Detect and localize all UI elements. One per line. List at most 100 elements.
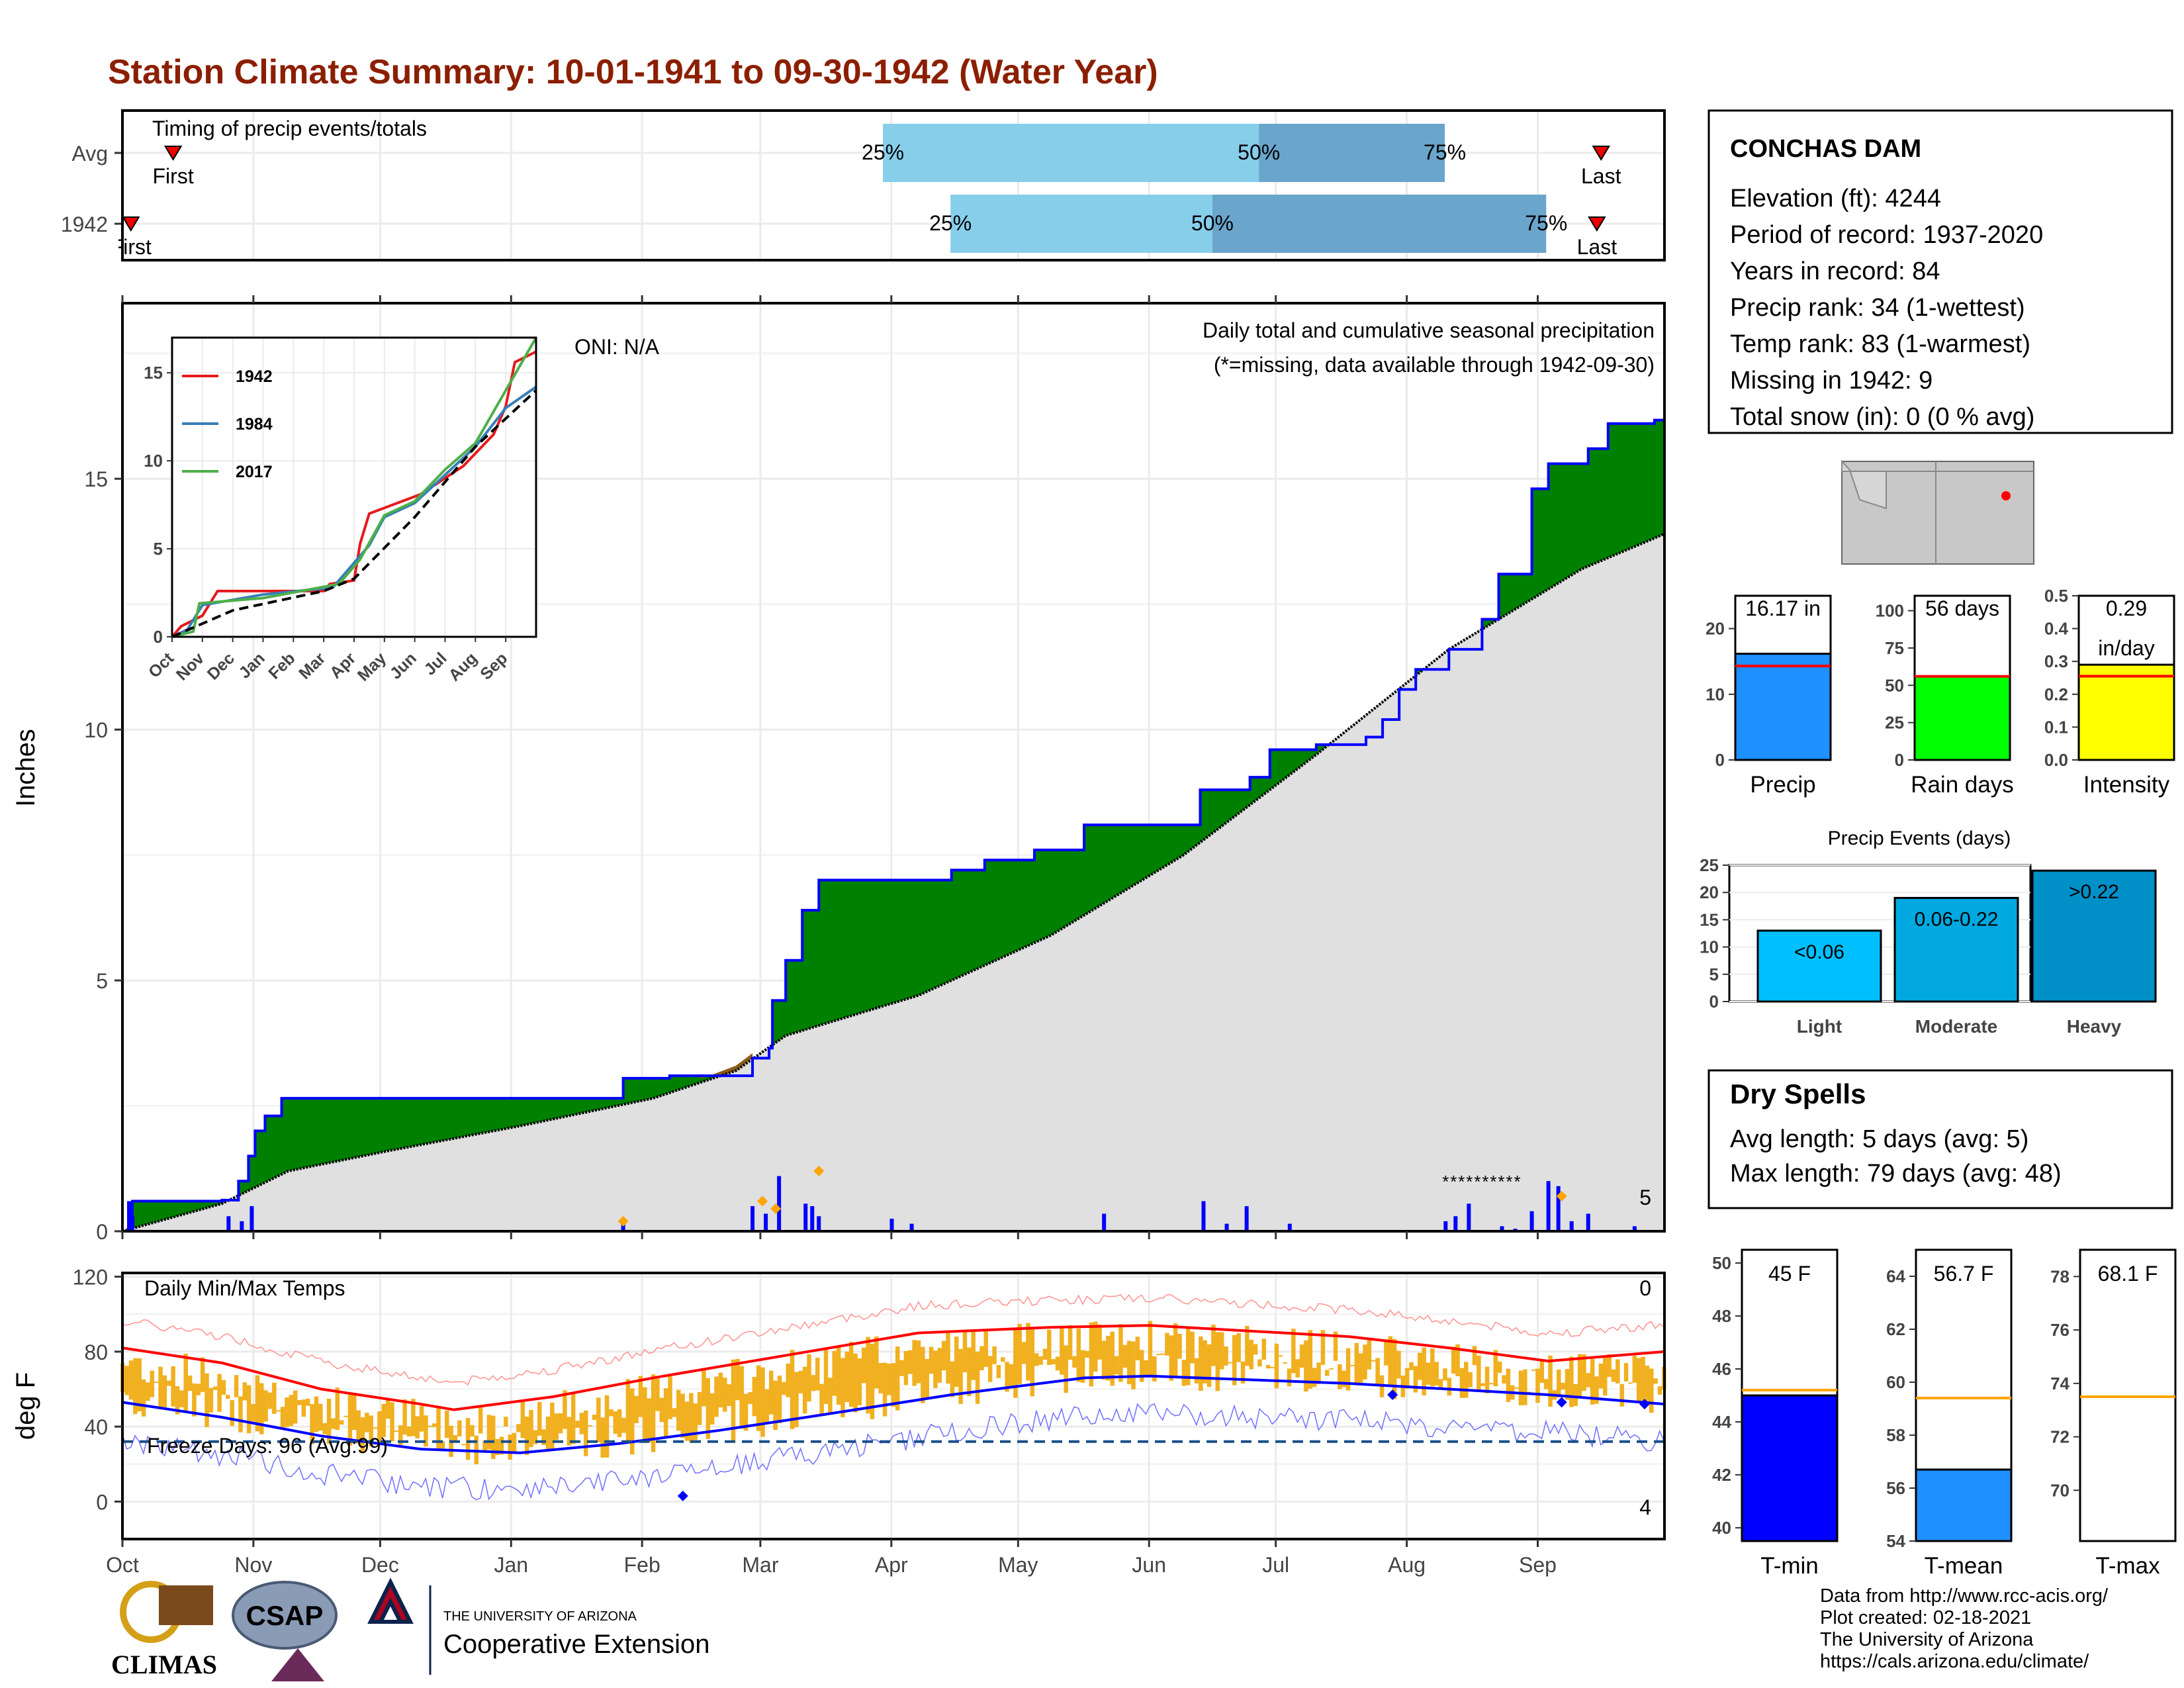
daily-temp-bar xyxy=(1649,1368,1654,1413)
climas-logo-text: CLIMAS xyxy=(111,1650,217,1679)
daily-temp-bar xyxy=(790,1350,795,1429)
summary-bar-rain-days xyxy=(1913,675,2011,761)
month-label: Jan xyxy=(494,1553,528,1577)
daily-temp-bar xyxy=(381,1403,387,1437)
daily-temp-bar xyxy=(1632,1356,1637,1383)
dry-spells-max: Max length: 79 days (avg: 48) xyxy=(1730,1160,2062,1188)
daily-temp-bar xyxy=(208,1387,214,1413)
daily-temp-bar xyxy=(815,1358,820,1391)
missing-note: (*=missing, data available through 1942-… xyxy=(1214,353,1655,377)
daily-temp-bar xyxy=(1468,1372,1473,1387)
daily-temp-bar xyxy=(596,1397,601,1442)
daily-temp-bar xyxy=(428,1425,433,1427)
month-label: Nov xyxy=(234,1553,272,1577)
daily-temp-bar xyxy=(276,1410,281,1412)
daily-temp-bar xyxy=(630,1388,635,1455)
climas-logo-shape xyxy=(159,1585,213,1625)
daily-temp-bar xyxy=(415,1416,420,1438)
daily-temp-bar xyxy=(1325,1370,1330,1376)
daily-temp-bar xyxy=(823,1348,829,1404)
daily-temp-bar xyxy=(1304,1340,1308,1392)
daily-temp-bar xyxy=(857,1358,862,1405)
summary-tick-label: 0.4 xyxy=(2044,619,2069,639)
daily-temp-bar xyxy=(604,1395,610,1458)
daily-temp-bar xyxy=(1338,1364,1342,1389)
daily-temp-bar xyxy=(196,1383,201,1395)
credit-line: https://cals.arizona.edu/climate/ xyxy=(1820,1651,2089,1672)
daily-temp-bar xyxy=(1628,1382,1633,1384)
daily-temp-bar xyxy=(1085,1350,1089,1358)
tbar-tick-label: 76 xyxy=(2050,1320,2070,1340)
last-marker xyxy=(1592,146,1611,161)
daily-temp-bar xyxy=(1316,1362,1321,1384)
record-high-line xyxy=(122,1293,1664,1385)
daily-temp-bar xyxy=(1034,1353,1039,1366)
month-label: Mar xyxy=(742,1553,778,1577)
station-line: Temp rank: 83 (1-warmest) xyxy=(1730,330,2030,358)
daily-precip-bar xyxy=(621,1223,625,1231)
temp-y-tick-label: 120 xyxy=(73,1266,108,1289)
daily-temp-bar xyxy=(1426,1362,1431,1385)
inset-series-2017 xyxy=(171,337,537,638)
daily-temp-bar xyxy=(1072,1356,1077,1368)
daily-temp-bar xyxy=(1186,1327,1191,1385)
temp-y-tick-label: 80 xyxy=(84,1340,108,1364)
events-tick-label: 10 xyxy=(1700,937,1719,957)
main-y-axis-label: Inches xyxy=(11,729,40,807)
daily-precip-bar xyxy=(817,1216,821,1231)
daily-temp-bar xyxy=(158,1366,163,1408)
summary-tick-label: 20 xyxy=(1706,619,1725,639)
daily-temp-bar xyxy=(1611,1369,1616,1382)
timing-p75-label: 75% xyxy=(1424,140,1466,164)
summary-bar-label: Precip xyxy=(1750,772,1815,798)
first-marker xyxy=(122,216,140,232)
daily-temp-bar xyxy=(588,1425,592,1427)
daily-temp-bar xyxy=(238,1396,243,1432)
daily-temp-bar xyxy=(347,1395,353,1446)
tbar-frame xyxy=(2079,1248,2177,1542)
daily-temp-bar xyxy=(293,1390,298,1424)
inset-legend-label: 1942 xyxy=(236,367,273,386)
daily-temp-bar xyxy=(1489,1383,1494,1385)
tbar-tick-label: 40 xyxy=(1712,1518,1731,1538)
timing-bar-50-75 xyxy=(1212,195,1547,253)
daily-temp-bar xyxy=(1173,1323,1178,1377)
daily-temp-bar xyxy=(478,1407,483,1434)
daily-temp-bar xyxy=(1211,1325,1216,1366)
daily-temp-bar xyxy=(1459,1368,1465,1398)
heavy-event-marker xyxy=(770,1203,782,1214)
credit-line: The University of Arizona xyxy=(1820,1629,2034,1650)
daily-temp-bar xyxy=(756,1365,761,1431)
daily-temp-bar xyxy=(1447,1378,1452,1396)
daily-temp-bar xyxy=(128,1360,134,1400)
tbar-t-min xyxy=(1741,1394,1839,1542)
inset-legend-label: 1984 xyxy=(236,415,273,434)
heavy-event-marker xyxy=(1556,1190,1567,1201)
daily-temp-bar xyxy=(1422,1347,1426,1395)
month-label: Oct xyxy=(106,1553,139,1577)
tbar-tick-label: 62 xyxy=(1886,1319,1905,1339)
daily-temp-bar xyxy=(179,1390,184,1407)
temp-y-tick-label: 0 xyxy=(96,1490,108,1514)
daily-temp-bar xyxy=(1569,1356,1574,1407)
daily-temp-bar xyxy=(946,1333,950,1384)
daily-temp-bar xyxy=(743,1393,749,1431)
daily-temp-bar xyxy=(516,1424,521,1432)
daily-temp-bar xyxy=(895,1346,900,1411)
daily-temp-bar xyxy=(887,1363,891,1395)
main-y-tick-label: 15 xyxy=(84,467,108,491)
main-y-tick-label: 0 xyxy=(96,1220,108,1244)
daily-temp-bar xyxy=(1068,1325,1073,1360)
daily-temp-bar xyxy=(992,1346,997,1364)
timing-frame xyxy=(121,109,1666,261)
timing-p25-label: 25% xyxy=(862,140,904,164)
daily-temp-bar xyxy=(369,1415,373,1447)
daily-temp-bar xyxy=(424,1415,428,1447)
daily-temp-bar xyxy=(1434,1362,1439,1386)
daily-temp-bar xyxy=(1110,1331,1115,1386)
missing-marker: * xyxy=(1442,1172,1449,1192)
daily-temp-bar xyxy=(764,1389,770,1424)
daily-temp-bar xyxy=(714,1376,719,1417)
daily-temp-bar xyxy=(1001,1357,1005,1362)
summary-bars: 0 10 20 16.17 in Precip 0 25 50 75 100 56 days Rain… xyxy=(1706,586,2175,798)
